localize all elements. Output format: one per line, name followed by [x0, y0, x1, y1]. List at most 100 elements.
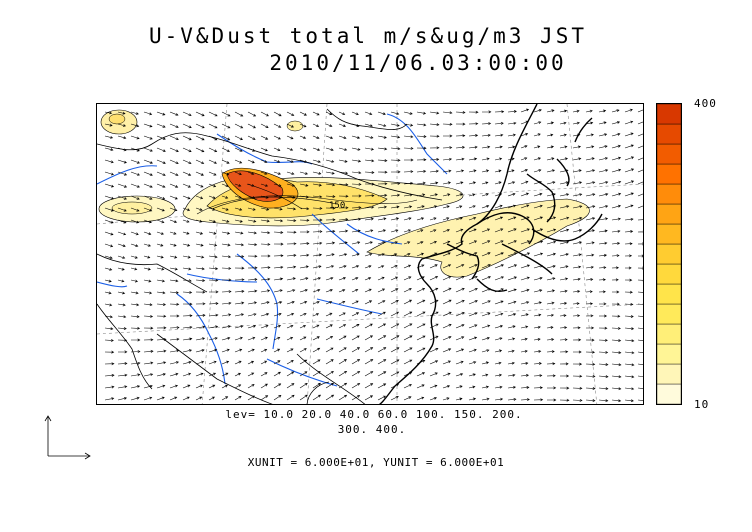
wind-arrow: [611, 326, 621, 330]
colorbar-swatch: [656, 223, 682, 245]
wind-arrow: [546, 265, 556, 269]
wind-arrow: [117, 207, 127, 212]
wind-arrow: [208, 231, 217, 235]
wind-arrow: [546, 277, 556, 281]
wind-arrow: [286, 159, 294, 163]
wind-arrow: [429, 169, 439, 173]
wind-arrow: [221, 183, 229, 187]
wind-arrow: [390, 182, 401, 185]
wind-arrow: [624, 399, 634, 403]
wind-arrow: [156, 361, 167, 365]
wind-arrow: [585, 133, 594, 137]
wind-arrow: [299, 171, 308, 175]
wind-arrow: [416, 372, 426, 377]
wind-arrow: [351, 159, 362, 163]
wind-arrow: [611, 387, 622, 391]
wind-arrow: [325, 253, 335, 257]
wind-arrow: [637, 266, 643, 270]
wind-arrow: [533, 169, 542, 173]
wind-arrow: [585, 193, 596, 197]
wind-arrow: [624, 192, 634, 197]
wind-arrow: [182, 314, 193, 318]
wind-arrow: [520, 313, 529, 317]
wind-arrow: [611, 242, 621, 245]
wind-arrow: [260, 242, 271, 246]
wind-arrow: [195, 349, 205, 353]
wind-arrow: [234, 336, 243, 341]
wind-arrow: [195, 360, 205, 365]
wind-arrow: [117, 171, 128, 176]
wind-arrow: [429, 193, 438, 197]
wind-arrow: [533, 181, 542, 185]
wind-arrow: [338, 382, 348, 389]
wind-arrow: [546, 362, 556, 366]
wind-arrow: [208, 325, 219, 329]
wind-arrow: [286, 253, 297, 257]
wind-arrow: [507, 361, 515, 365]
wind-arrow: [481, 145, 491, 149]
wind-arrow: [455, 157, 465, 161]
wind-arrow: [429, 276, 439, 281]
wind-arrow: [585, 169, 596, 173]
wind-arrow: [143, 349, 154, 353]
wind-arrow: [481, 312, 491, 317]
wind-arrow: [182, 302, 193, 306]
wind-arrow: [221, 336, 231, 341]
wind-arrow: [468, 300, 478, 305]
wind-arrow: [598, 193, 609, 197]
wind-arrow: [208, 290, 219, 294]
wind-arrow: [624, 168, 635, 173]
wind-arrow: [104, 147, 114, 151]
wind-arrow: [429, 348, 439, 353]
wind-arrow: [481, 264, 491, 269]
wind-arrow: [273, 289, 283, 293]
wind-arrow: [338, 370, 348, 377]
wind-arrow: [494, 397, 504, 401]
wind-arrow: [559, 277, 569, 281]
wind-arrow: [299, 382, 308, 389]
wind-arrow: [221, 372, 229, 377]
wind-arrow: [416, 181, 426, 185]
wind-arrow: [572, 265, 582, 269]
wind-arrow: [559, 216, 570, 221]
colorbar-swatch: [656, 123, 682, 145]
wind-arrow: [286, 195, 296, 199]
wind-arrow: [299, 135, 307, 139]
wind-arrow: [117, 291, 126, 295]
wind-arrow: [481, 240, 491, 245]
wind-arrow: [481, 181, 489, 185]
wind-arrow: [299, 348, 307, 353]
wind-arrow: [182, 159, 192, 164]
wind-arrow: [624, 144, 634, 149]
wind-arrow: [221, 243, 231, 247]
wind-arrow: [261, 254, 271, 258]
wind-arrow: [182, 171, 192, 176]
wind-arrow: [273, 231, 284, 234]
wind-arrow: [494, 385, 503, 389]
wind-arrow: [377, 193, 388, 197]
wind-arrow: [325, 135, 334, 139]
wind-arrow: [195, 135, 205, 141]
wind-arrow: [195, 219, 203, 223]
wind-arrow: [195, 231, 204, 235]
wind-arrow: [273, 371, 281, 377]
wind-arrow: [208, 147, 218, 153]
wind-arrow: [170, 314, 180, 318]
colorbar-swatch: [656, 183, 682, 205]
wind-arrow: [429, 323, 439, 329]
wind-arrow: [377, 253, 385, 257]
wind-arrow: [533, 276, 543, 281]
wind-arrow: [507, 169, 515, 173]
wind-arrow: [481, 216, 490, 221]
wind-arrow: [143, 291, 153, 295]
wind-arrow: [364, 395, 374, 401]
wind-arrow: [624, 387, 635, 391]
wind-arrow: [156, 183, 166, 188]
wind-arrow: [429, 240, 437, 245]
wind-arrow: [507, 121, 517, 125]
wind-arrow: [169, 147, 179, 153]
wind-arrow: [182, 279, 192, 283]
wind-arrow: [338, 277, 346, 281]
wind-arrow: [234, 243, 245, 247]
wind-arrow: [390, 323, 400, 329]
